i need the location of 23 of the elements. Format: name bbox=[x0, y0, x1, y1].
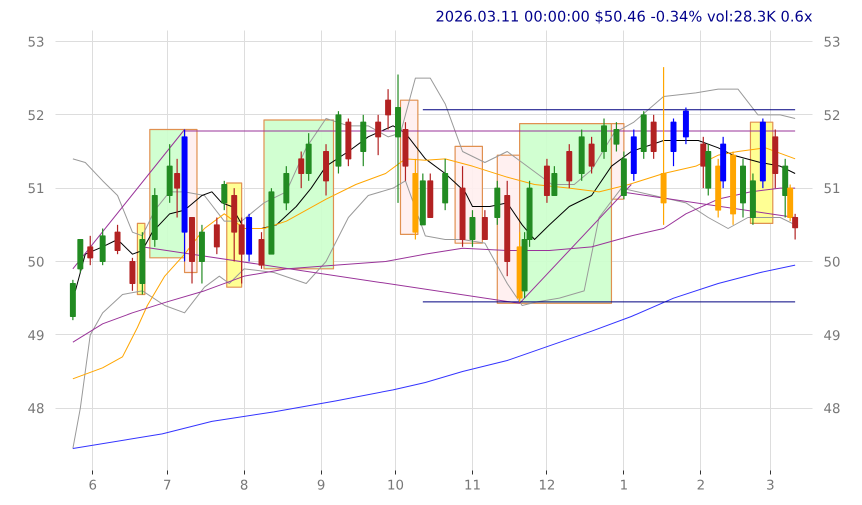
y-tick-label: 50 bbox=[28, 256, 45, 270]
x-tick-label: 6 bbox=[88, 478, 97, 494]
y2-tick-label: 49 bbox=[824, 328, 840, 344]
x-tick-label: 12 bbox=[538, 478, 556, 494]
x-tick-label: 9 bbox=[316, 478, 326, 494]
y-tick-label: 51 bbox=[28, 182, 45, 198]
y2-tick-label: 50 bbox=[824, 256, 840, 270]
y2-tick-label: 53 bbox=[824, 36, 840, 50]
y-tick-label: 49 bbox=[28, 328, 45, 344]
y-tick-label: 52 bbox=[28, 108, 45, 124]
x-tick-label: 8 bbox=[240, 478, 248, 494]
y-tick-label: 48 bbox=[28, 402, 45, 418]
y2-tick-label: 52 bbox=[824, 108, 840, 124]
x-tick-label: 1 bbox=[620, 478, 628, 494]
chart-title: 2026.03.11 00:00:00 $50.46 -0.34% vol:28.3K 0.6x bbox=[435, 8, 813, 26]
x-tick-label: 10 bbox=[387, 478, 404, 494]
x-tick-label: 3 bbox=[766, 478, 775, 494]
x-tick-label: 7 bbox=[162, 478, 172, 494]
x-tick-label: 2 bbox=[696, 478, 706, 494]
y2-tick-label: 48 bbox=[824, 402, 840, 418]
y-tick-label: 53 bbox=[28, 36, 45, 50]
x-tick-label: 11 bbox=[464, 478, 481, 494]
y2-tick-label: 51 bbox=[824, 182, 840, 198]
